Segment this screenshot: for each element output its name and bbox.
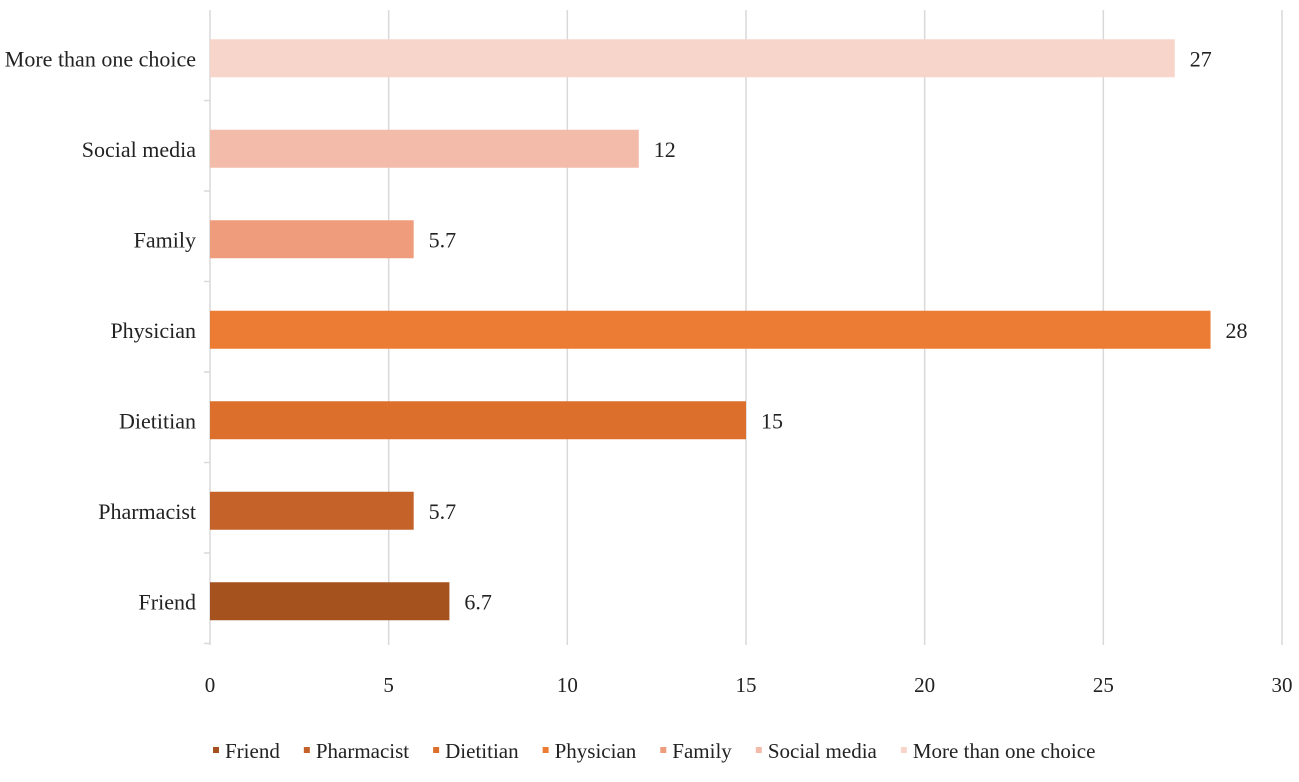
legend-label: Social media (768, 739, 878, 763)
category-label: Family (134, 227, 196, 252)
bar (210, 310, 1211, 349)
x-tick-label: 25 (1093, 673, 1114, 697)
legend-swatch (660, 747, 667, 753)
legend-swatch (213, 747, 219, 753)
legend-swatch (755, 747, 762, 753)
x-tick-labels: 0 5 10 15 20 25 30 (205, 673, 1293, 697)
legend-label: Dietitian (445, 739, 519, 763)
data-label: 6.7 (464, 589, 492, 614)
x-tick-label: 5 (383, 673, 394, 697)
category-labels: Friend Pharmacist Dietitian Physician Family… (5, 46, 196, 614)
y-axis (204, 10, 211, 645)
data-label: 15 (761, 408, 783, 433)
legend-label: Pharmacist (316, 739, 409, 763)
x-tick-label: 20 (914, 673, 935, 697)
bar (210, 39, 1175, 78)
bar (210, 401, 746, 440)
legend-label: More than one choice (913, 739, 1096, 763)
legend-swatch (542, 747, 549, 753)
legend-swatch (900, 747, 907, 753)
category-label: Dietitian (119, 408, 196, 433)
x-tick-label: 0 (205, 673, 216, 697)
category-label: Physician (110, 318, 196, 343)
data-label: 12 (654, 137, 676, 162)
x-tick-label: 30 (1272, 673, 1293, 697)
legend-label: Friend (225, 739, 280, 763)
data-label: 27 (1190, 46, 1212, 71)
bar (210, 220, 414, 259)
bar (210, 129, 639, 168)
category-label: Social media (82, 137, 196, 162)
data-label: 5.7 (429, 499, 457, 524)
x-tick-label: 15 (736, 673, 757, 697)
legend-label: Family (672, 739, 732, 763)
bar (210, 582, 450, 621)
legend-swatch (433, 747, 440, 753)
data-label: 5.7 (429, 227, 457, 252)
bar (210, 491, 414, 530)
category-label: Pharmacist (98, 499, 196, 524)
x-tick-label: 10 (557, 673, 578, 697)
category-label: Friend (139, 589, 196, 614)
bars (210, 39, 1211, 621)
legend: Friend Pharmacist Dietitian Physician Family… (213, 739, 1095, 763)
legend-swatch (303, 747, 310, 753)
data-label: 28 (1226, 318, 1248, 343)
category-label: More than one choice (5, 46, 196, 71)
data-labels: 6.7 5.7 15 28 5.7 12 27 (429, 46, 1248, 614)
legend-label: Physician (555, 739, 637, 763)
